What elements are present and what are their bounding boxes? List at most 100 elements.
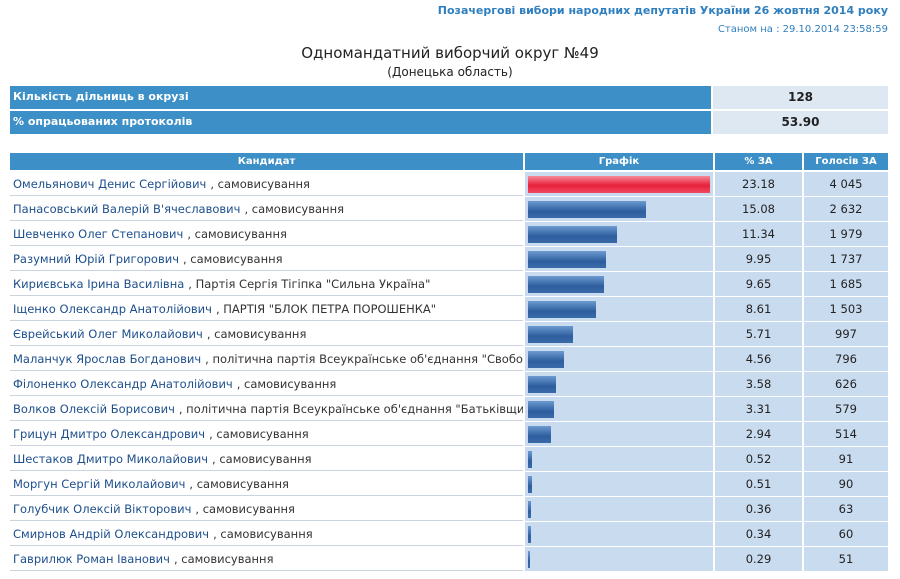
district-title: Одномандатний виборчий округ №49 — [301, 44, 599, 62]
election-title: Позачергові вибори народних депутатів Ук… — [437, 4, 888, 17]
summary-value: 128 — [713, 86, 888, 109]
candidate-cell: Волков Олексій Борисович, політична парт… — [10, 397, 523, 421]
candidate-row: Грицун Дмитро Олександрович, самовисуван… — [10, 422, 888, 447]
votes-cell: 90 — [804, 472, 888, 496]
candidate-party: , самовисування — [210, 177, 310, 191]
header: Позачергові вибори народних депутатів Ук… — [438, 4, 888, 35]
candidate-row: Філоненко Олександр Анатолійович, самови… — [10, 372, 888, 397]
votes-cell: 91 — [804, 447, 888, 471]
summary-label: Кількість дільниць в окрузі — [10, 86, 711, 109]
candidate-party: , самовисування — [189, 477, 289, 491]
candidate-party: , самовисування — [183, 252, 283, 266]
district: Одномандатний виборчий округ №49 (Донець… — [0, 44, 900, 79]
votes-cell: 1 979 — [804, 222, 888, 246]
graph-cell — [525, 297, 713, 321]
graph-cell — [525, 497, 713, 521]
vote-bar — [528, 176, 710, 193]
percent-cell: 0.34 — [715, 522, 802, 546]
candidate-cell: Іщенко Олександр Анатолійович, ПАРТІЯ "Б… — [10, 297, 523, 321]
candidate-name: Шевченко Олег Степанович — [13, 227, 184, 241]
candidate-party: , самовисування — [173, 552, 274, 566]
vote-bar — [528, 301, 596, 318]
graph-cell — [525, 222, 713, 246]
candidate-party: , самовисування — [187, 227, 287, 241]
status-time: Станом на : 29.10.2014 23:58:59 — [717, 24, 888, 35]
candidate-name: Панасовський Валерій В'ячеславович — [13, 202, 241, 216]
summary-value: 53.90 — [713, 111, 888, 134]
district-region: (Донецька область) — [387, 65, 513, 79]
candidate-name: Грицун Дмитро Олександрович — [13, 427, 206, 441]
percent-cell: 0.29 — [715, 547, 802, 571]
graph-cell — [525, 522, 713, 546]
vote-bar — [528, 251, 607, 268]
vote-bar — [528, 276, 604, 293]
candidate-cell: Грицун Дмитро Олександрович, самовисуван… — [10, 422, 523, 446]
vote-bar — [528, 551, 531, 568]
votes-cell: 63 — [804, 497, 888, 521]
percent-cell: 9.95 — [715, 247, 802, 271]
candidate-cell: Смирнов Андрій Олександрович, самовисува… — [10, 522, 523, 546]
candidate-party: , Партія Сергія Тігіпка "Сильна Україна" — [188, 277, 431, 291]
candidate-party: , самовисування — [195, 502, 295, 516]
votes-cell: 1 685 — [804, 272, 888, 296]
column-header: Голосів ЗА — [804, 153, 888, 170]
vote-bar — [528, 351, 564, 368]
vote-bar — [528, 201, 647, 218]
vote-bar — [528, 326, 573, 343]
candidate-row: Голубчик Олексій Вікторович, самовисуван… — [10, 497, 888, 522]
graph-cell — [525, 447, 713, 471]
candidate-row: Гаврилюк Роман Іванович, самовисування 0.… — [10, 547, 888, 572]
candidate-party: , політична партія Всеукраїнське об'єдна… — [205, 352, 523, 366]
graph-cell — [525, 422, 713, 446]
candidate-party: , самовисування — [209, 427, 309, 441]
percent-cell: 0.51 — [715, 472, 802, 496]
candidate-party: , самовисування — [236, 377, 337, 391]
percent-cell: 5.71 — [715, 322, 802, 346]
candidate-name: Іщенко Олександр Анатолійович — [13, 302, 212, 316]
graph-cell — [525, 472, 713, 496]
votes-cell: 514 — [804, 422, 888, 446]
candidate-name: Омельянович Денис Сергійович — [13, 177, 207, 191]
candidate-name: Разумний Юрій Григорович — [13, 252, 179, 266]
candidate-cell: Омельянович Денис Сергійович, самовисува… — [10, 172, 523, 196]
candidate-row: Панасовський Валерій В'ячеславович, само… — [10, 197, 888, 222]
table-header: Кандидат Графік% ЗА Голосів ЗА — [10, 153, 888, 170]
candidate-name: Філоненко Олександр Анатолійович — [13, 377, 233, 391]
votes-cell: 1 503 — [804, 297, 888, 321]
vote-bar — [528, 476, 532, 493]
candidate-cell: Шестаков Дмитро Миколайович, самовисуван… — [10, 447, 523, 471]
candidate-row: Разумний Юрій Григорович , самовисування 9… — [10, 247, 888, 272]
candidate-row: Шестаков Дмитро Миколайович, самовисуван… — [10, 447, 888, 472]
candidate-cell: Моргун Сергій Миколайович, самовисування — [10, 472, 523, 496]
candidate-cell: Філоненко Олександр Анатолійович, самови… — [10, 372, 523, 396]
candidate-name: Смирнов Андрій Олександрович — [13, 527, 210, 541]
percent-cell: 8.61 — [715, 297, 802, 321]
vote-bar — [528, 526, 531, 543]
graph-cell — [525, 347, 713, 371]
percent-cell: 9.65 — [715, 272, 802, 296]
candidate-row: Смирнов Андрій Олександрович, самовисува… — [10, 522, 888, 547]
candidate-row: Кириєвська Ірина Василівна, Партія Сергі… — [10, 272, 888, 297]
votes-cell: 60 — [804, 522, 888, 546]
candidate-row: Іщенко Олександр Анатолійович, ПАРТІЯ "Б… — [10, 297, 888, 322]
votes-cell: 51 — [804, 547, 888, 571]
candidate-row: Моргун Сергій Миколайович, самовисування… — [10, 472, 888, 497]
percent-cell: 15.08 — [715, 197, 802, 221]
candidate-party: , ПАРТІЯ "БЛОК ПЕТРА ПОРОШЕНКА" — [215, 302, 437, 316]
candidate-name: Моргун Сергій Миколайович — [13, 477, 186, 491]
graph-cell — [525, 322, 713, 346]
candidate-party: , самовисування — [213, 527, 313, 541]
graph-cell — [525, 247, 713, 271]
graph-cell — [525, 272, 713, 296]
graph-cell — [525, 397, 713, 421]
candidate-cell: Шевченко Олег Степанович, самовисування — [10, 222, 523, 246]
vote-bar — [528, 451, 533, 468]
summary-row: % опрацьованих протоколів 53.90 — [10, 111, 888, 134]
candidate-party: , самовисування — [244, 202, 345, 216]
candidate-cell: Панасовський Валерій В'ячеславович, само… — [10, 197, 523, 221]
percent-cell: 3.31 — [715, 397, 802, 421]
percent-cell: 23.18 — [715, 172, 802, 196]
candidate-party: , самовисування — [206, 327, 307, 341]
percent-cell: 0.36 — [715, 497, 802, 521]
